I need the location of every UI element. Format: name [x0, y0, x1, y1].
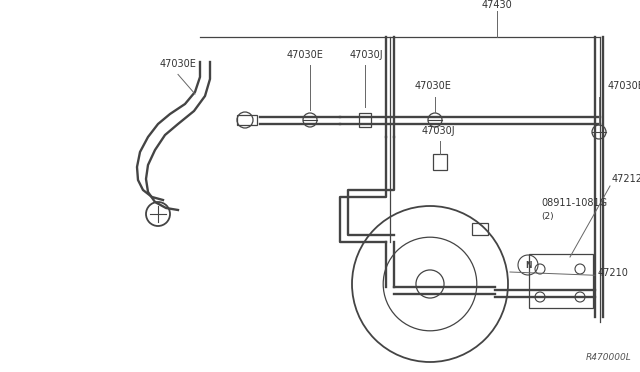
Bar: [237, 115, 257, 125]
Text: 47030E: 47030E: [160, 59, 197, 69]
Bar: [472, 223, 488, 235]
Text: 08911-1081G: 08911-1081G: [541, 198, 607, 208]
Text: N: N: [525, 260, 531, 269]
Text: (2): (2): [541, 212, 554, 221]
Bar: [433, 154, 447, 170]
Text: 47030J: 47030J: [350, 49, 383, 60]
Text: 47030E: 47030E: [415, 81, 452, 91]
Text: 47430: 47430: [482, 0, 513, 10]
Text: 47030J: 47030J: [422, 126, 456, 136]
Text: 47212: 47212: [612, 174, 640, 184]
Text: 47030E: 47030E: [287, 49, 324, 60]
Text: R470000L: R470000L: [586, 353, 632, 362]
Bar: [359, 113, 371, 127]
Text: 47030E: 47030E: [608, 81, 640, 91]
Text: 47210: 47210: [598, 269, 629, 278]
